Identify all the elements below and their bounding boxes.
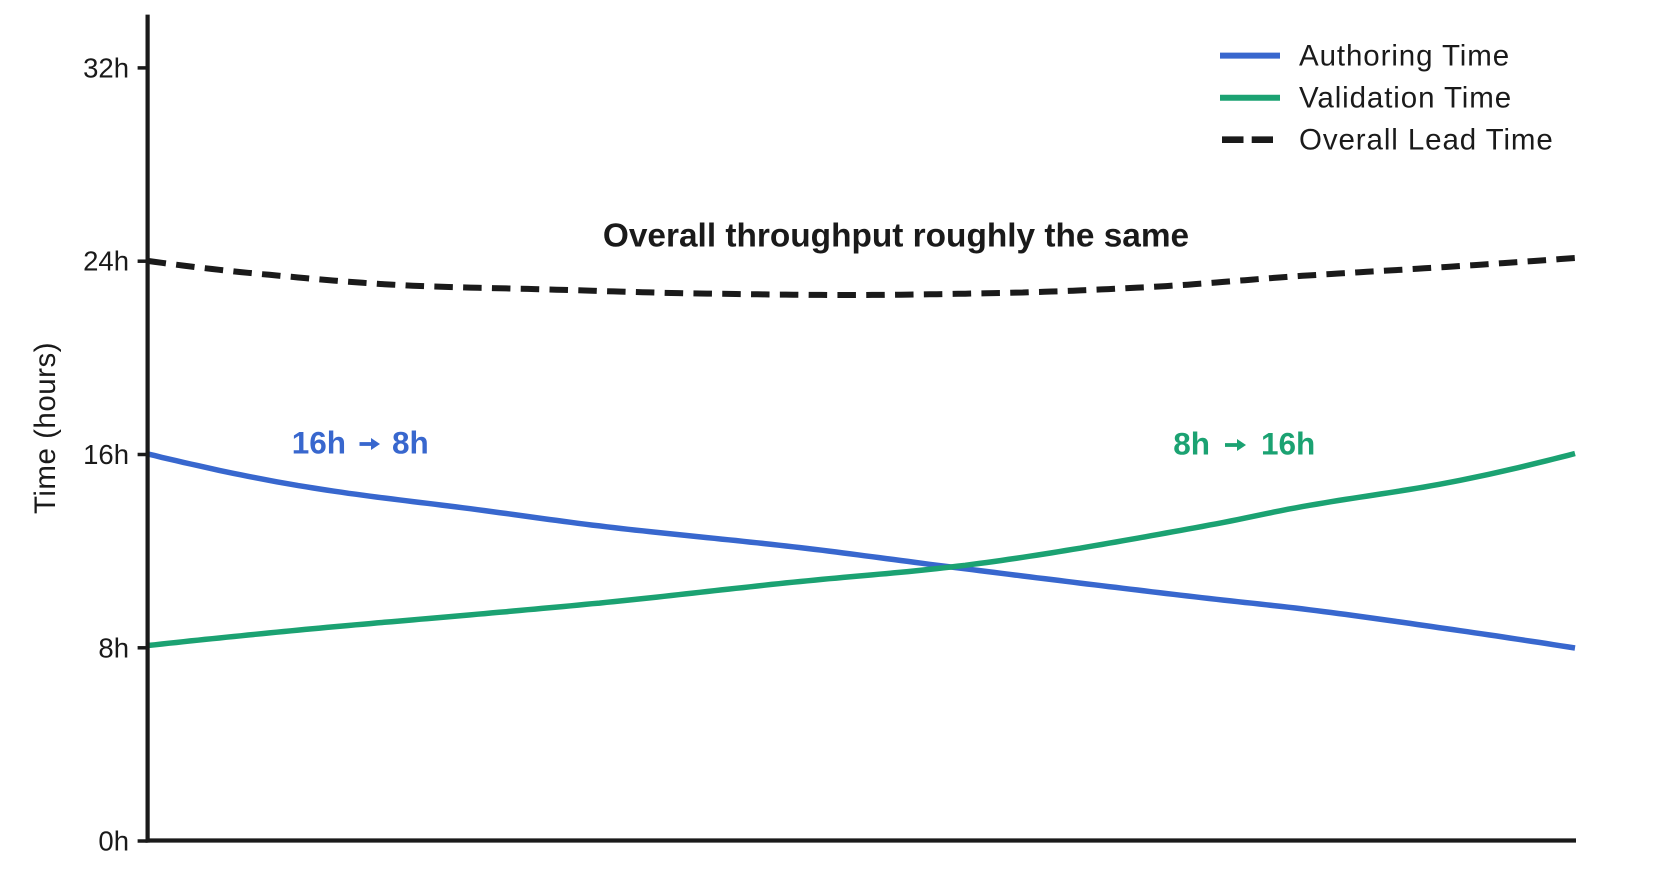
svg-text:Time (hours): Time (hours): [29, 342, 62, 514]
svg-text:Authoring Time: Authoring Time: [1299, 40, 1510, 73]
svg-text:Overall Lead Time: Overall Lead Time: [1299, 124, 1554, 157]
svg-text:16h: 16h: [292, 425, 346, 461]
svg-text:8h: 8h: [98, 632, 129, 663]
svg-text:16h: 16h: [1261, 426, 1315, 462]
svg-text:8h: 8h: [392, 425, 429, 461]
svg-text:16h: 16h: [83, 439, 129, 470]
svg-text:8h: 8h: [1173, 426, 1210, 462]
svg-text:0h: 0h: [98, 826, 129, 857]
svg-text:Overall throughput roughly the: Overall throughput roughly the same: [603, 218, 1189, 255]
svg-text:Validation Time: Validation Time: [1299, 82, 1512, 115]
svg-text:32h: 32h: [83, 52, 129, 83]
svg-text:24h: 24h: [83, 246, 129, 277]
